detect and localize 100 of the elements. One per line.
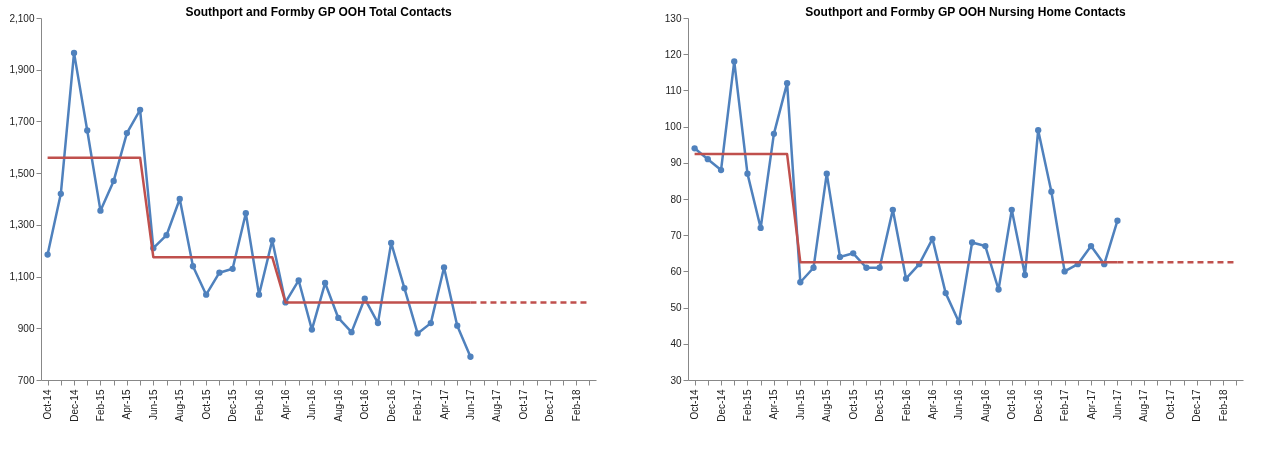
y-tick-label: 110 bbox=[665, 84, 682, 96]
point bbox=[84, 127, 91, 134]
point bbox=[783, 80, 791, 87]
point bbox=[929, 235, 936, 242]
point bbox=[1114, 217, 1121, 224]
y-tick-label: 1,500 bbox=[9, 167, 35, 179]
point bbox=[242, 210, 249, 217]
point bbox=[189, 263, 197, 270]
x-tick-label: Dec-16 bbox=[385, 389, 397, 422]
x-tick-label: Jun-16 bbox=[306, 389, 318, 421]
y-tick-label: 1,100 bbox=[9, 271, 35, 283]
point bbox=[823, 170, 830, 177]
y-tick-label: 2,100 bbox=[9, 12, 35, 24]
point bbox=[335, 314, 342, 322]
x-tick-label: Dec-15 bbox=[874, 389, 886, 422]
point bbox=[348, 329, 355, 336]
x-tick-label: Dec-17 bbox=[1191, 389, 1203, 422]
x-tick-label: Apr-17 bbox=[438, 389, 450, 420]
point bbox=[863, 264, 870, 271]
x-tick-label: Oct-17 bbox=[1164, 389, 1176, 420]
point bbox=[797, 279, 804, 286]
y-tick-label: 90 bbox=[670, 157, 682, 169]
chart-title: Southport and Formby GP OOH Nursing Home Contacts bbox=[805, 5, 1127, 19]
x-tick-label: Apr-15 bbox=[768, 389, 780, 420]
x-tick-label: Jun-17 bbox=[1111, 389, 1123, 421]
point bbox=[757, 224, 764, 232]
point bbox=[942, 289, 949, 297]
chart-title: Southport and Formby GP OOH Total Contacts bbox=[185, 5, 452, 19]
point bbox=[902, 275, 910, 282]
x-tick-label: Jun-15 bbox=[794, 389, 806, 421]
y-tick-label: 30 bbox=[670, 374, 682, 386]
y-tick-label: 1,300 bbox=[9, 219, 35, 231]
point bbox=[401, 285, 408, 292]
x-tick-label: Feb-16 bbox=[900, 389, 912, 422]
point bbox=[889, 206, 896, 214]
x-tick-label: Feb-17 bbox=[1059, 389, 1071, 422]
point bbox=[1048, 188, 1055, 195]
point bbox=[810, 264, 817, 271]
point bbox=[216, 269, 223, 276]
point bbox=[44, 251, 51, 258]
point bbox=[955, 318, 963, 326]
point bbox=[731, 58, 738, 65]
point bbox=[295, 277, 302, 284]
y-tick-label: 100 bbox=[664, 121, 682, 133]
point bbox=[269, 237, 276, 244]
point bbox=[1087, 242, 1095, 250]
x-tick-label: Aug-15 bbox=[174, 389, 186, 422]
point bbox=[427, 319, 434, 327]
point bbox=[176, 195, 183, 203]
point bbox=[704, 156, 711, 163]
x-tick-label: Feb-15 bbox=[741, 389, 753, 422]
point bbox=[414, 330, 421, 337]
y-tick-label: 70 bbox=[670, 229, 682, 241]
y-tick-label: 60 bbox=[670, 265, 682, 277]
x-tick-label: Dec-14 bbox=[715, 389, 727, 422]
point bbox=[691, 145, 698, 152]
point bbox=[203, 291, 210, 298]
y-tick-label: 900 bbox=[17, 322, 35, 334]
x-tick-label: Apr-17 bbox=[1085, 389, 1097, 420]
x-tick-label: Oct-14 bbox=[42, 389, 54, 420]
x-tick-label: Aug-16 bbox=[979, 389, 991, 422]
y-tick-label: 50 bbox=[670, 302, 682, 314]
y-tick-label: 80 bbox=[670, 193, 682, 205]
x-tick-label: Dec-15 bbox=[227, 389, 239, 422]
x-tick-label: Feb-16 bbox=[253, 389, 265, 422]
x-tick-label: Aug-16 bbox=[332, 389, 344, 422]
x-tick-label: Apr-15 bbox=[121, 389, 133, 420]
point bbox=[229, 265, 236, 272]
point bbox=[968, 239, 976, 246]
point bbox=[361, 295, 368, 302]
point bbox=[1061, 268, 1068, 275]
y-tick-label: 1,700 bbox=[9, 115, 35, 127]
x-tick-label: Aug-15 bbox=[821, 389, 833, 422]
x-tick-label: Aug-17 bbox=[1138, 389, 1150, 422]
x-tick-label: Oct-14 bbox=[689, 389, 701, 420]
point bbox=[97, 207, 104, 214]
x-tick-label: Aug-17 bbox=[491, 389, 503, 422]
x-tick-label: Oct-16 bbox=[1006, 389, 1018, 420]
point bbox=[255, 291, 263, 298]
x-tick-label: Oct-15 bbox=[200, 389, 212, 420]
point bbox=[454, 322, 461, 329]
point bbox=[467, 353, 474, 360]
point bbox=[995, 286, 1002, 293]
x-tick-label: Oct-17 bbox=[517, 389, 529, 420]
x-tick-label: Feb-17 bbox=[412, 389, 424, 422]
y-tick-label: 1,900 bbox=[9, 64, 35, 76]
x-tick-label: Dec-17 bbox=[544, 389, 556, 422]
point bbox=[163, 232, 170, 239]
point bbox=[110, 177, 117, 185]
y-tick-label: 700 bbox=[17, 374, 35, 386]
point bbox=[374, 319, 382, 327]
point bbox=[321, 279, 329, 287]
point bbox=[57, 190, 64, 197]
x-tick-label: Dec-14 bbox=[68, 389, 80, 422]
x-tick-label: Oct-15 bbox=[847, 389, 859, 420]
point bbox=[440, 264, 448, 271]
point bbox=[1035, 127, 1042, 134]
y-tick-label: 120 bbox=[664, 48, 682, 60]
point bbox=[1021, 271, 1029, 279]
y-tick-label: 40 bbox=[670, 338, 682, 350]
